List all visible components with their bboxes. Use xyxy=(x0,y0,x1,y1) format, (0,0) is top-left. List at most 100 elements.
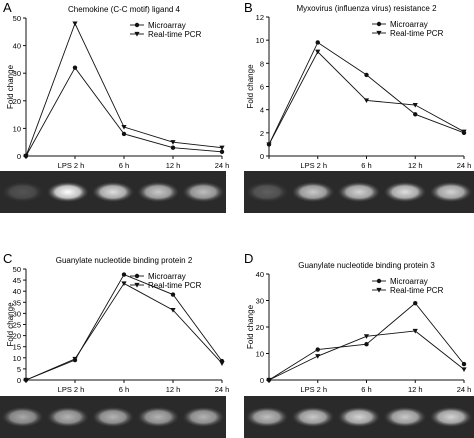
x-tick-label: 24 h xyxy=(457,161,472,170)
gel-band xyxy=(1,181,44,203)
pcr-point xyxy=(121,124,127,130)
x-tick-label: 24 h xyxy=(215,385,230,394)
pcr-point xyxy=(363,334,370,339)
pcr-point xyxy=(23,377,29,383)
pcr-point xyxy=(315,49,321,55)
microarray-point xyxy=(121,272,127,277)
y-tick-label: 5 xyxy=(17,365,21,374)
series-line-pcr xyxy=(25,282,223,381)
x-tick-label: 12 h xyxy=(166,385,181,394)
x-tick-label: LPS 2 h xyxy=(58,161,85,170)
legend-marker-triangle xyxy=(376,287,382,293)
y-tick-label: 45 xyxy=(13,276,21,285)
y-tick-label: 25 xyxy=(13,321,21,330)
gel-band xyxy=(429,406,473,428)
microarray-point xyxy=(170,292,176,297)
y-axis-label: Fold change xyxy=(246,304,255,349)
y-tick-label: 15 xyxy=(13,343,21,352)
gel-band xyxy=(92,406,134,428)
x-tick-label: 6 h xyxy=(361,161,371,170)
x-tick-label: LPS 2 h xyxy=(58,385,85,394)
legend-label-pcr: Real-time PCR xyxy=(390,286,444,295)
gel-band xyxy=(47,406,89,428)
panel-b: B Myxovirus (influenza virus) resistance … xyxy=(244,0,471,170)
series-line-microarray xyxy=(268,302,465,381)
series-line-pcr xyxy=(25,22,223,157)
gel-band xyxy=(291,406,335,428)
y-tick-label: 20 xyxy=(256,323,264,332)
gel-band xyxy=(291,181,335,203)
legend-marker-circle xyxy=(134,273,140,279)
panel-letter: A xyxy=(3,0,12,15)
y-tick-label: 10 xyxy=(256,36,264,45)
y-tick-label: 0 xyxy=(17,376,21,385)
x-tick-label: 6 h xyxy=(361,385,371,394)
legend-marker-triangle xyxy=(134,31,140,37)
legend-marker-circle xyxy=(376,278,382,284)
y-tick-label: 20 xyxy=(13,97,21,106)
gel-band xyxy=(92,181,134,203)
series-line-pcr xyxy=(268,51,465,145)
microarray-point xyxy=(72,65,78,70)
series-line-microarray xyxy=(25,273,223,381)
gel-band xyxy=(383,406,427,428)
pcr-point xyxy=(461,129,467,135)
gel-band xyxy=(137,181,179,203)
gel-band xyxy=(337,181,381,203)
panel-a: A Chemokine (C-C motif) ligand 4 0 10 20 30 40… xyxy=(3,0,229,170)
y-tick-label: 0 xyxy=(260,152,264,161)
gel-band xyxy=(245,181,289,203)
y-tick-label: 50 xyxy=(13,265,21,274)
legend-label-microarray: Microarray xyxy=(148,272,186,281)
y-tick-label: 40 xyxy=(13,287,21,296)
x-tick-label: 12 h xyxy=(408,385,423,394)
pcr-point xyxy=(219,145,225,151)
pcr-point xyxy=(266,377,272,383)
panel-letter: D xyxy=(244,251,253,266)
y-tick-label: 40 xyxy=(256,270,264,279)
chart-title: Myxovirus (influenza virus) resistance 2 xyxy=(296,4,437,13)
microarray-point xyxy=(364,342,369,347)
pcr-point xyxy=(72,21,78,27)
series-line-microarray xyxy=(25,66,223,157)
pcr-point xyxy=(461,367,467,372)
legend-label-pcr: Real-time PCR xyxy=(148,30,202,39)
x-tick-label: LPS 2 h xyxy=(300,161,327,170)
gel-band xyxy=(182,406,225,428)
y-tick-label: 10 xyxy=(13,124,21,133)
y-axis-label: Fold change xyxy=(246,64,255,109)
panel-d: D Guanylate nucleotide binding protein 3 0… xyxy=(244,251,471,394)
gel-band xyxy=(47,181,89,203)
chart-title: Guanylate nucleotide binding protein 2 xyxy=(56,256,193,265)
gel-band xyxy=(429,181,473,203)
y-tick-label: 6 xyxy=(260,83,264,92)
microarray-point xyxy=(413,300,418,306)
y-tick-label: 30 xyxy=(13,309,21,318)
gel-band xyxy=(182,181,225,203)
pcr-point xyxy=(23,153,29,159)
pcr-point xyxy=(219,361,225,366)
y-tick-label: 0 xyxy=(260,376,264,385)
gel-band xyxy=(383,181,427,203)
y-tick-label: 12 xyxy=(256,13,264,22)
y-axis-label: Fold change xyxy=(6,64,15,109)
y-tick-label: 20 xyxy=(13,332,21,341)
y-tick-label: 40 xyxy=(13,42,21,51)
y-tick-label: 30 xyxy=(13,69,21,78)
microarray-point xyxy=(121,131,127,137)
pcr-point xyxy=(170,307,176,313)
x-tick-label: 6 h xyxy=(119,385,129,394)
chart-title: Chemokine (C-C motif) ligand 4 xyxy=(68,5,181,14)
legend-label-pcr: Real-time PCR xyxy=(390,29,444,38)
y-tick-label: 10 xyxy=(256,350,264,359)
x-tick-label: LPS 2 h xyxy=(300,385,327,394)
gel-band xyxy=(1,406,44,428)
pcr-point xyxy=(266,142,272,148)
gel-band xyxy=(245,406,289,428)
y-tick-label: 10 xyxy=(13,354,21,363)
gel-strip-a xyxy=(0,171,226,213)
microarray-point xyxy=(413,112,418,117)
legend-label-pcr: Real-time PCR xyxy=(148,281,202,290)
panel-letter: C xyxy=(3,251,12,266)
